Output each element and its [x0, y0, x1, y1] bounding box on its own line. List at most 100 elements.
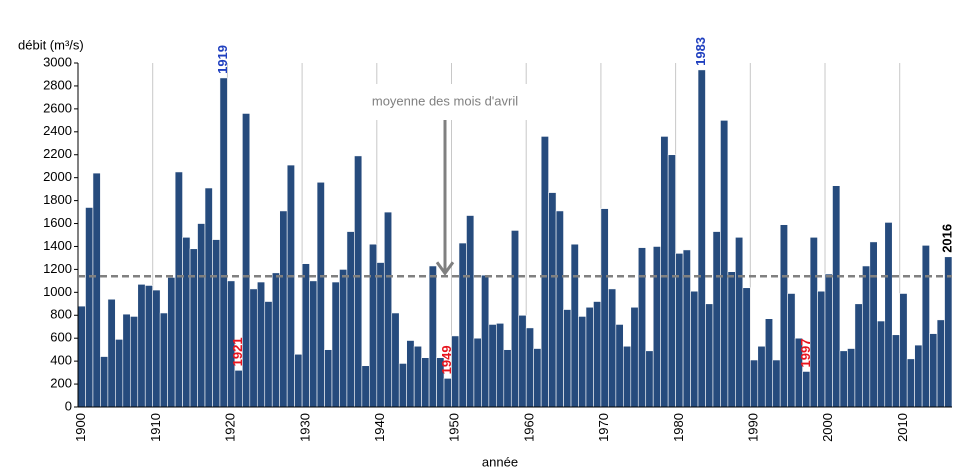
- bar: [212, 239, 221, 408]
- x-tick-label: 2000: [820, 413, 835, 442]
- y-tick-label: 1400: [43, 238, 72, 253]
- x-tick-label: 1950: [447, 413, 462, 442]
- year-highlight: 2016: [940, 224, 955, 253]
- bar: [503, 349, 512, 408]
- x-tick-label: 1910: [148, 413, 163, 442]
- bar: [421, 357, 430, 408]
- bar: [383, 211, 393, 408]
- y-axis-title: débit (m³/s): [18, 37, 84, 52]
- bar: [869, 241, 878, 408]
- x-tick-label: 1970: [596, 413, 611, 442]
- bar: [115, 339, 124, 408]
- bar: [100, 356, 109, 408]
- bar: [809, 236, 818, 408]
- bar: [884, 222, 893, 408]
- bar: [660, 136, 669, 408]
- bar: [608, 288, 617, 408]
- bar: [271, 272, 280, 408]
- x-tick-label: 2010: [895, 413, 910, 442]
- bar: [667, 154, 676, 408]
- bar: [548, 192, 557, 408]
- bar: [936, 319, 945, 408]
- bar: [428, 265, 437, 408]
- x-tick-label: 1940: [372, 413, 387, 442]
- bar: [593, 301, 602, 408]
- bar: [249, 288, 258, 408]
- bar: [376, 262, 385, 408]
- bar: [944, 256, 953, 408]
- bar: [294, 353, 303, 408]
- y-tick-label: 2400: [43, 123, 72, 138]
- bar: [899, 293, 908, 408]
- bar: [570, 243, 579, 408]
- bar: [914, 344, 923, 408]
- bar: [772, 359, 781, 408]
- annotation-box: [330, 84, 560, 120]
- bar: [847, 348, 856, 408]
- x-tick-label: 1980: [671, 413, 686, 442]
- bar: [264, 301, 273, 408]
- bar: [690, 290, 699, 408]
- x-axis-title: année: [482, 454, 518, 469]
- y-tick-label: 2600: [43, 100, 72, 115]
- bar: [129, 316, 139, 408]
- bar: [369, 243, 378, 408]
- bar: [652, 246, 661, 408]
- bar: [742, 287, 751, 408]
- bar: [525, 327, 534, 408]
- bar: [630, 306, 639, 408]
- bar: [481, 274, 490, 408]
- bar: [757, 345, 766, 408]
- bar: [697, 69, 706, 408]
- bar: [361, 365, 370, 408]
- y-tick-label: 2800: [43, 77, 72, 92]
- bar: [339, 269, 348, 408]
- bar: [555, 210, 564, 408]
- x-tick-label: 1930: [297, 413, 312, 442]
- year-highlight: 1997: [798, 339, 813, 368]
- y-tick-label: 2200: [43, 146, 72, 161]
- y-tick-label: 800: [50, 307, 72, 322]
- bar: [77, 305, 86, 408]
- bar: [891, 334, 901, 408]
- year-highlight: 1983: [693, 37, 708, 66]
- x-tick-label: 1900: [73, 413, 88, 442]
- bar: [107, 298, 116, 408]
- arrow-head: [435, 261, 455, 276]
- bar: [735, 236, 744, 408]
- bar: [182, 236, 191, 408]
- bar: [279, 210, 288, 408]
- bar: [458, 242, 467, 408]
- bar: [600, 208, 609, 408]
- bar: [398, 363, 407, 408]
- bar: [854, 303, 863, 408]
- bar: [309, 280, 318, 408]
- bar: [92, 172, 101, 408]
- bar: [346, 231, 355, 408]
- x-tick-label: 1990: [745, 413, 760, 442]
- bar: [144, 285, 154, 408]
- bar: [301, 263, 310, 408]
- y-tick-label: 1000: [43, 284, 72, 299]
- bar: [839, 350, 848, 408]
- bar: [876, 320, 886, 408]
- bar: [817, 290, 826, 408]
- bar: [473, 337, 482, 408]
- bar: [615, 324, 624, 408]
- bar: [712, 231, 721, 408]
- bar: [623, 345, 632, 408]
- bar: [354, 155, 363, 408]
- x-tick-label: 1920: [223, 413, 238, 442]
- bar: [406, 340, 415, 408]
- bar: [85, 207, 94, 408]
- bar: [906, 358, 915, 408]
- bar: [824, 273, 833, 408]
- bar: [443, 378, 452, 408]
- y-tick-label: 3000: [43, 54, 72, 69]
- bar: [540, 136, 549, 408]
- bar: [929, 333, 938, 408]
- bar: [197, 223, 206, 408]
- bar: [496, 322, 505, 408]
- bar: [234, 370, 243, 408]
